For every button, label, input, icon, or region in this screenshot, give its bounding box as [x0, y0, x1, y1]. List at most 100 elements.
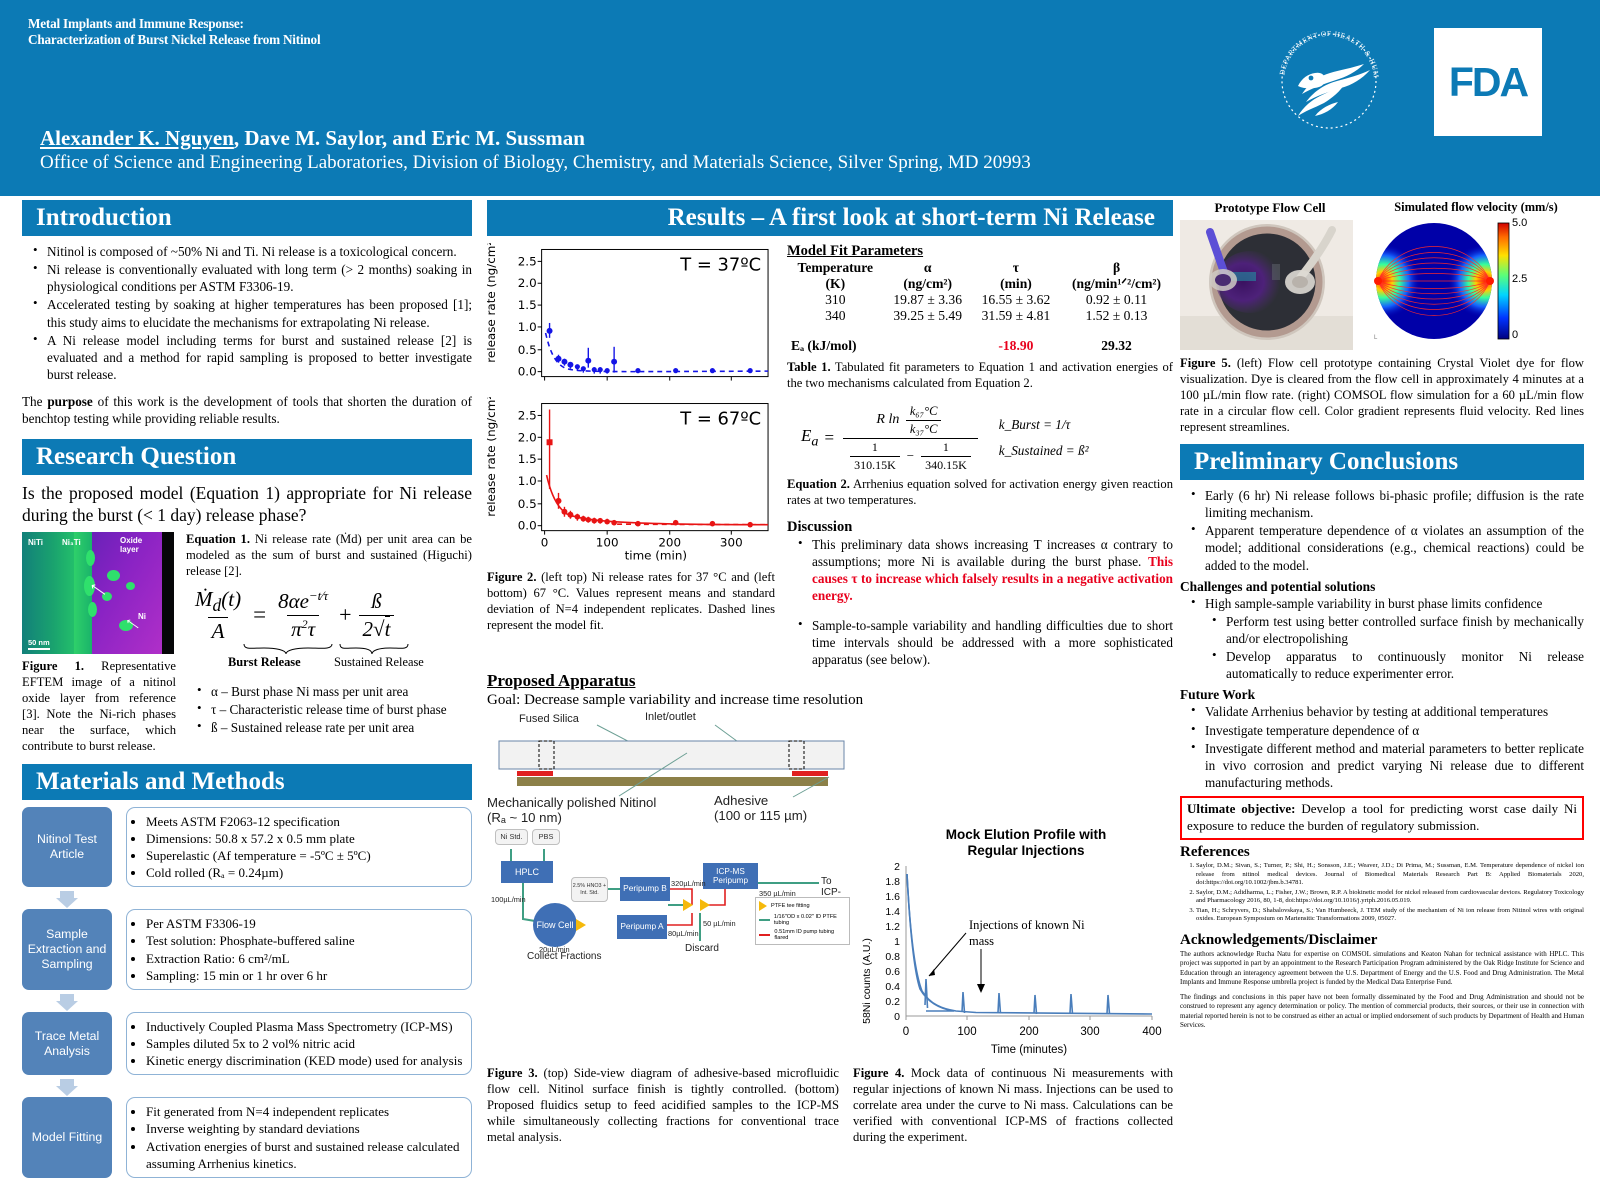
hhs-seal-icon: DEPARTMENT OF HEALTH & HUMAN SERVICES · … [1268, 20, 1380, 129]
legend-item-0: PTFE tee fitting [771, 903, 810, 910]
eftem-label-niti: NiTi [28, 537, 43, 547]
svg-text:200: 200 [1019, 1026, 1038, 1038]
middle-column: Results – A first look at short-term Ni … [484, 200, 1173, 1146]
chart-fig2-bottom: release rate (ng/cm²/min) 0.00.5 1.01.5 … [484, 364, 769, 562]
figure1-caption: Figure 1. Representative EFTEM image of … [22, 659, 176, 755]
colorbar-icon [1497, 222, 1510, 340]
svg-text:release rate (ng/cm²/min): release rate (ng/cm²/min) [487, 243, 498, 363]
left-column: Introduction Nitinol is composed of ~50%… [22, 200, 472, 1182]
list-item: α – Burst phase Ni mass per unit area [197, 682, 472, 700]
eq2-k-burst: k_Burst = 1/τ [998, 417, 1071, 433]
acknowledgements-para-1: The authors acknowledge Rucha Natu for e… [1180, 949, 1584, 986]
svg-text:1.5: 1.5 [518, 452, 537, 466]
rate-peripump-b: 320µL/min [671, 879, 706, 889]
cell-ea-tau: -18.90 [998, 338, 1034, 353]
purpose-post: of this work is the development of tools… [22, 394, 472, 427]
figure2-caption-label: Figure 2. [487, 570, 537, 584]
fluidics-peripump-b: Peripump B [620, 877, 670, 902]
equation1-label: Equation 1. [186, 531, 250, 546]
cell-temp: 310 [825, 292, 846, 307]
brace-sustained-icon [339, 643, 409, 654]
cell-ea-beta: 29.32 [1101, 338, 1132, 353]
colorbar-tick-mid: 2.5 [1512, 273, 1528, 285]
svg-text:2: 2 [894, 861, 900, 873]
list-item: Early (6 hr) Ni release follows bi-phasi… [1191, 486, 1584, 521]
list-item: τ – Characteristic release time of burst… [197, 700, 472, 718]
equation-2: Ea = R ln k₆₇°C k₃₇°C 1 310.15K − 1 340.15… [801, 403, 1089, 472]
figure5-caption-label: Figure 5. [1180, 356, 1231, 370]
list-item: Sample-to-sample variability and handlin… [798, 616, 1173, 668]
table-row-activation-energy: Eₐ (kJ/mol) -18.90 29.32 [787, 338, 1173, 354]
col-units-beta: (ng/min¹ᐟ²/cm²) [1072, 276, 1161, 291]
research-question-text: Is the proposed model (Equation 1) appro… [22, 482, 472, 525]
equation1-text: Ni release rate (Ṁd) per unit area can b… [186, 531, 472, 578]
table-units-row: (K) (ng/cm²) (min) (ng/min¹ᐟ²/cm²) [787, 276, 1173, 292]
tee-fitting-icon-1 [576, 919, 586, 932]
list-item: ß – Sustained release rate per unit area [197, 718, 472, 736]
label-fused-silica: Fused Silica [519, 713, 579, 726]
svg-text:0.6: 0.6 [885, 966, 900, 978]
table1-caption-text: Tabulated fit parameters to Equation 1 a… [787, 360, 1173, 390]
eq2-k-numerator: k₆₇°C [909, 403, 938, 418]
list-item: Meets ASTM F2063-12 specification [146, 813, 463, 830]
list-item: Ni release is conventionally evaluated w… [33, 260, 472, 295]
label-adhesive-line1: Adhesive [714, 793, 769, 809]
list-item: Fit generated from N=4 independent repli… [146, 1103, 463, 1120]
rate-peripump-a: 80µL/min [668, 929, 699, 939]
svg-text:0: 0 [541, 536, 549, 550]
section-header-proposed-apparatus: Proposed Apparatus [487, 671, 636, 691]
list-item: Investigate temperature dependence of α [1191, 721, 1584, 739]
table1-caption-label: Table 1. [787, 360, 831, 374]
svg-text:200: 200 [658, 536, 681, 550]
brace-burst-icon [243, 643, 333, 654]
fig4-annotation-line2: mass [969, 934, 994, 948]
rate-discard: 50 µL/min [703, 919, 736, 929]
methods-flowchart: Nitinol Test Article Meets ASTM F2063-12… [22, 806, 472, 1178]
list-item: Nitinol is composed of ~50% Ni and Ti. N… [33, 242, 472, 260]
eftem-scale-bar: 50 nm [28, 638, 50, 650]
svg-text:1.8: 1.8 [885, 876, 900, 888]
cell-tau: 16.55 ± 3.62 [981, 292, 1051, 307]
method-step-label-2: Sample Extraction and Sampling [22, 909, 112, 990]
figure1-caption-label: Figure 1. [22, 658, 85, 673]
col-units-alpha: (ng/cm²) [903, 276, 952, 291]
list-item: High sample-sample variability in burst … [1191, 594, 1584, 612]
list-item: Sampling: 15 min or 1 hr over 6 hr [146, 967, 463, 984]
method-step-row: Nitinol Test Article Meets ASTM F2063-12… [22, 806, 472, 888]
cell-tau: 31.59 ± 4.81 [981, 308, 1051, 323]
list-item: Investigate different method and materia… [1191, 739, 1584, 791]
col-header-temperature: Temperature [797, 260, 874, 275]
brace-label-burst: Burst Release [228, 654, 301, 669]
legend-tee-icon [759, 901, 767, 912]
figure3-caption-label: Figure 3. [487, 1066, 538, 1081]
list-item: Dimensions: 50.8 x 57.2 x 0.5 mm plate [146, 830, 463, 847]
svg-text:100: 100 [596, 536, 619, 550]
fluidics-pbs: PBS [532, 829, 560, 846]
fluidics-icpms-peripump: ICP-MS Peripump [703, 863, 758, 890]
colorbar-tick-min: 0 [1512, 329, 1519, 341]
list-item: Saylor, D.M.; Sivan, S.; Turner, P.; Shi… [1196, 862, 1584, 888]
purpose-paragraph: The purpose of this work is the developm… [22, 393, 472, 427]
acknowledgements-para-2: The findings and conclusions in this pap… [1180, 993, 1584, 1030]
title-line-1: Metal Implants and Immune Response: [28, 16, 244, 31]
list-item: Cold rolled (Rₐ = 0.24µm) [146, 864, 463, 881]
label-nitinol: Mechanically polished Nitinol (Rₐ ~ 10 n… [487, 795, 656, 825]
col-header-beta: β [1112, 260, 1121, 275]
discussion-bullets: This preliminary data shows increasing T… [787, 535, 1173, 668]
svg-text:1.0: 1.0 [518, 474, 537, 488]
fig4-title-line1: Mock Elution Profile with [946, 827, 1107, 842]
label-nitinol-line2: (Rₐ ~ 10 nm) [487, 810, 562, 826]
results-right-block: Model Fit Parameters Temperature α τ β (… [787, 243, 1173, 669]
figure3-caption: Figure 3. (top) Side-view diagram of adh… [487, 1066, 839, 1146]
rate-hplc: 100µL/min [491, 895, 526, 905]
col-units-tau: (min) [1000, 276, 1032, 291]
equation2-label: Equation 2. [787, 476, 850, 491]
svg-text:0.5: 0.5 [518, 343, 537, 357]
equation1-caption: Equation 1. Ni release rate (Ṁd) per uni… [186, 532, 472, 580]
eftem-label-ni: Ni [138, 611, 146, 621]
figure2-caption: Figure 2. (left top) Ni release rates fo… [487, 570, 775, 634]
rate-flow-cell: 20µL/min [539, 945, 570, 955]
flow-cell-photo [1180, 220, 1353, 350]
svg-text:release rate (ng/cm²/min): release rate (ng/cm²/min) [487, 397, 498, 517]
figure4-caption: Figure 4. Mock data of continuous Ni mea… [853, 1066, 1173, 1146]
